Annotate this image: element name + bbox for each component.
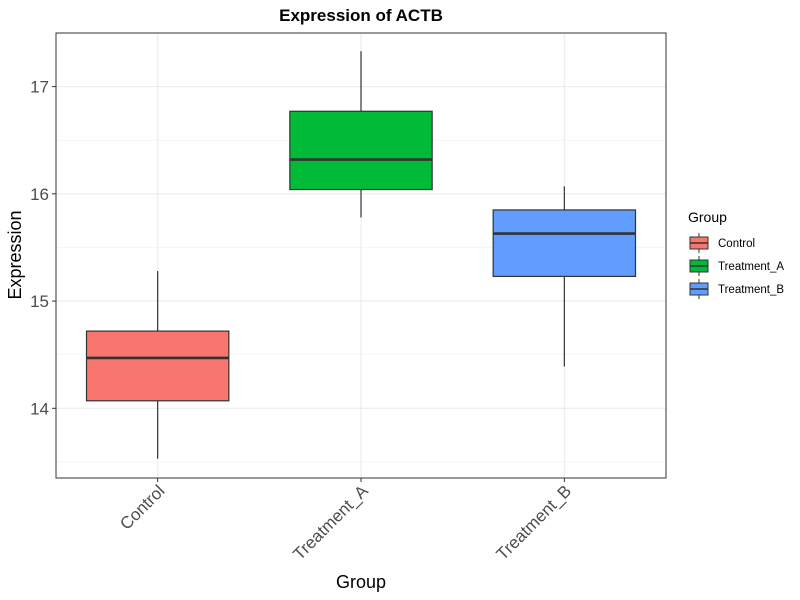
legend-item: Treatment_A — [689, 256, 784, 276]
x-tick-label: Treatment_B — [493, 481, 575, 563]
chart-title: Expression of ACTB — [279, 6, 443, 25]
box-iqr — [492, 209, 637, 278]
legend-title: Group — [688, 209, 727, 225]
legend-item: Treatment_B — [689, 279, 784, 299]
y-tick-label: 16 — [30, 185, 49, 204]
y-axis: 14 15 16 17 — [30, 78, 56, 418]
x-tick-label: Treatment_A — [289, 481, 372, 564]
box-iqr — [85, 330, 230, 402]
x-axis: Control Treatment_A Treatment_B — [116, 478, 575, 564]
box-layer — [85, 51, 637, 459]
box-treatment-b — [492, 186, 637, 367]
box-treatment-a — [289, 51, 433, 218]
y-tick-label: 15 — [30, 292, 49, 311]
x-tick-label: Control — [116, 481, 168, 533]
y-tick-label: 14 — [30, 399, 49, 418]
x-axis-title: Group — [336, 572, 386, 592]
legend-item: Control — [689, 233, 755, 253]
y-tick-label: 17 — [30, 78, 49, 97]
box-iqr — [289, 110, 433, 191]
legend-items: Control Treatment_A Treatment_B — [689, 233, 784, 299]
legend-label: Control — [718, 238, 755, 250]
y-axis-title: Expression — [5, 210, 25, 299]
legend-label: Treatment_A — [718, 261, 784, 273]
box-control — [85, 271, 230, 459]
legend: Group Control Treatment_A Treatment_B — [688, 209, 784, 299]
legend-label: Treatment_B — [718, 284, 784, 296]
